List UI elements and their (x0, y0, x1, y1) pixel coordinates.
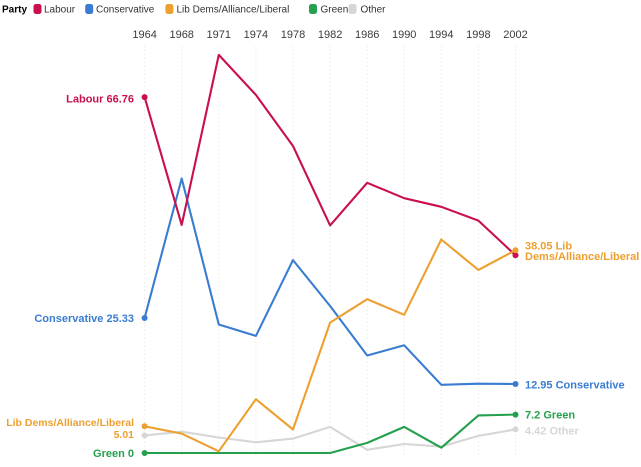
svg-text:1964: 1964 (132, 29, 156, 41)
svg-text:Lib Dems/Alliance/Liberal: Lib Dems/Alliance/Liberal (6, 417, 134, 429)
svg-text:Conservative: Conservative (96, 5, 155, 16)
svg-text:1982: 1982 (318, 29, 342, 41)
svg-text:7.2 Green: 7.2 Green (525, 410, 575, 422)
svg-text:38.05 Lib: 38.05 Lib (525, 241, 572, 253)
svg-text:Other: Other (361, 5, 387, 16)
svg-text:4.42 Other: 4.42 Other (525, 426, 580, 438)
svg-text:1994: 1994 (429, 29, 453, 41)
svg-text:1986: 1986 (355, 29, 379, 41)
svg-text:1971: 1971 (207, 29, 231, 41)
svg-text:Lib Dems/Alliance/Liberal: Lib Dems/Alliance/Liberal (177, 5, 290, 16)
svg-text:Dems/Alliance/Liberal: Dems/Alliance/Liberal (525, 251, 639, 263)
svg-text:Labour: Labour (44, 5, 76, 16)
svg-text:1978: 1978 (281, 29, 305, 41)
svg-text:Party: Party (2, 5, 27, 16)
svg-text:1998: 1998 (466, 29, 490, 41)
svg-text:1974: 1974 (244, 29, 268, 41)
svg-text:1968: 1968 (169, 29, 193, 41)
svg-text:2002: 2002 (503, 29, 527, 41)
svg-text:5.01: 5.01 (114, 429, 135, 441)
svg-text:Conservative 25.33: Conservative 25.33 (34, 313, 134, 325)
svg-text:Green: Green (321, 5, 349, 16)
svg-text:12.95 Conservative: 12.95 Conservative (525, 380, 625, 392)
svg-text:Labour 66.76: Labour 66.76 (66, 94, 134, 106)
svg-text:Green 0: Green 0 (93, 448, 134, 460)
svg-text:1990: 1990 (392, 29, 416, 41)
